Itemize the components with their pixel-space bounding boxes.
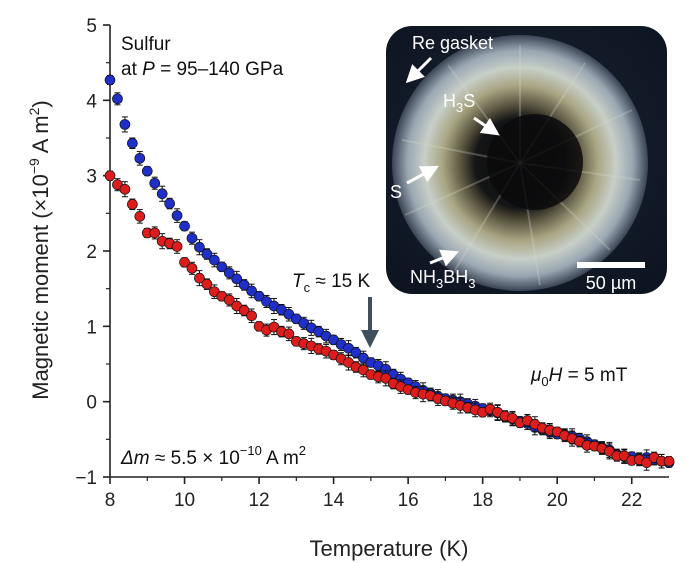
inset-label-s: S bbox=[390, 182, 402, 202]
inset-label-nh3bh3: NH3BH3 bbox=[410, 267, 475, 291]
data-point-blue bbox=[149, 177, 161, 189]
scale-bar-label: 50 µm bbox=[586, 273, 636, 293]
inset-arrow-s bbox=[406, 165, 439, 185]
data-point-red bbox=[186, 262, 198, 274]
y-tick-label-2: 1 bbox=[86, 317, 97, 338]
data-point-blue bbox=[156, 188, 168, 200]
inset-arrow-gasket bbox=[405, 56, 433, 84]
data-point-blue bbox=[134, 152, 146, 164]
data-point-red bbox=[134, 210, 146, 222]
y-tick-label-0: −1 bbox=[75, 468, 97, 489]
sample-label: Sulfur bbox=[121, 34, 171, 55]
x-tick-label-4: 16 bbox=[398, 490, 419, 511]
x-tick-label-0: 8 bbox=[105, 490, 116, 511]
x-tick-label-3: 14 bbox=[323, 490, 345, 511]
y-tick-label-6: 5 bbox=[86, 16, 97, 37]
data-point-red bbox=[119, 183, 131, 195]
data-point-red bbox=[149, 227, 161, 239]
data-point-blue bbox=[119, 119, 131, 130]
data-point-blue bbox=[223, 267, 235, 279]
data-point-blue bbox=[179, 220, 190, 232]
annotation-tc: Tc ≈ 15 K bbox=[292, 271, 379, 348]
data-point-red bbox=[171, 241, 183, 252]
y-tick-label-4: 3 bbox=[86, 167, 97, 188]
x-tick-label-2: 12 bbox=[248, 490, 269, 511]
scale-bar bbox=[577, 262, 645, 268]
series-red bbox=[104, 170, 675, 471]
pressure-label: at P = 95–140 GPa bbox=[121, 59, 284, 80]
y-tick-label-1: 0 bbox=[86, 393, 97, 414]
inset-arrow-h3s bbox=[473, 116, 500, 136]
data-point-red bbox=[283, 328, 295, 340]
x-axis-title: Temperature (K) bbox=[310, 536, 469, 561]
y-tick-label-3: 2 bbox=[86, 242, 97, 263]
data-point-red bbox=[201, 278, 213, 290]
data-point-blue bbox=[231, 273, 243, 285]
data-point-blue bbox=[253, 290, 265, 302]
data-point-blue bbox=[208, 254, 220, 266]
data-point-red bbox=[127, 198, 138, 210]
h3s-core bbox=[487, 114, 583, 210]
data-point-blue bbox=[238, 279, 250, 291]
inset-arrow-nh3bh3 bbox=[429, 249, 460, 267]
data-point-blue bbox=[127, 137, 138, 149]
tc-label: Tc ≈ 15 K bbox=[292, 271, 371, 295]
field-label: μ0H = 5 mT bbox=[530, 365, 628, 389]
x-tick-label-6: 20 bbox=[547, 490, 568, 511]
data-point-blue bbox=[350, 347, 362, 359]
data-point-blue bbox=[104, 74, 116, 86]
inset-label-h3s: H3S bbox=[443, 91, 475, 115]
inset-micrograph: Re gasket H3S S NH3BH3 50 µm bbox=[386, 26, 667, 294]
data-point-blue bbox=[141, 165, 153, 177]
data-point-red bbox=[194, 272, 205, 284]
y-axis-title: Magnetic moment (×10−9 A m2) bbox=[26, 100, 53, 400]
x-tick-label-5: 18 bbox=[472, 490, 493, 511]
x-tick-label-7: 22 bbox=[621, 490, 642, 511]
data-point-blue bbox=[186, 232, 198, 244]
data-point-blue bbox=[164, 198, 175, 209]
tc-arrow-head bbox=[361, 330, 379, 348]
x-tick-label-1: 10 bbox=[174, 490, 195, 511]
delta-m-label: Δm ≈ 5.5 × 10−10 A m2 bbox=[120, 443, 306, 469]
data-point-blue bbox=[246, 285, 257, 297]
data-point-blue bbox=[171, 210, 183, 221]
annotation-sample: Sulfur at P = 95–140 GPa bbox=[121, 34, 284, 80]
data-point-red bbox=[246, 310, 257, 322]
data-point-blue bbox=[112, 93, 123, 105]
data-point-red bbox=[223, 294, 235, 306]
data-point-red bbox=[238, 305, 250, 316]
data-point-red bbox=[663, 455, 675, 467]
inset-label-gasket: Re gasket bbox=[412, 33, 493, 53]
data-point-blue bbox=[194, 241, 205, 253]
y-tick-label-5: 4 bbox=[86, 91, 97, 112]
data-point-blue bbox=[201, 248, 213, 260]
data-point-red bbox=[104, 170, 116, 182]
